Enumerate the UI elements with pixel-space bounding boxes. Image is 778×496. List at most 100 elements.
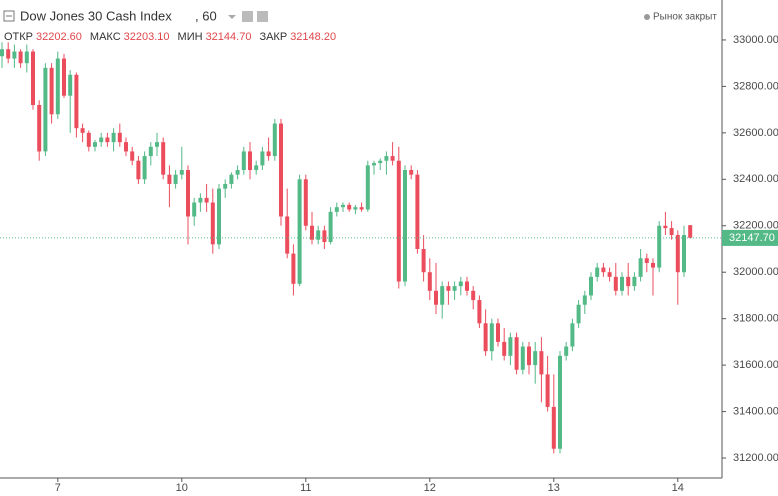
- last-price-label: 32147.70: [729, 232, 775, 244]
- market-status: Рынок закрыт: [653, 12, 717, 23]
- candle-body: [502, 341, 507, 356]
- candle-body: [564, 346, 569, 356]
- candle-body: [229, 174, 234, 184]
- symbol-title: Dow Jones 30 Cash Index: [20, 8, 172, 23]
- candle-body: [576, 304, 581, 324]
- candle-body: [173, 174, 178, 184]
- candle-body: [316, 230, 321, 240]
- candle-body: [31, 51, 35, 105]
- candle-body: [254, 165, 259, 171]
- candle-body: [223, 183, 228, 189]
- candle-body: [248, 151, 252, 171]
- candle-body: [136, 160, 141, 180]
- settings-button[interactable]: [242, 11, 253, 22]
- candle-body: [80, 128, 85, 133]
- candle-body: [682, 235, 686, 273]
- ohlc-value: 32202.60: [36, 31, 82, 43]
- candle-body: [489, 323, 494, 352]
- candle-body: [279, 123, 283, 217]
- candle-body: [179, 170, 184, 175]
- candle-body: [334, 207, 339, 212]
- candle-body: [533, 351, 538, 366]
- candle-body: [440, 286, 445, 305]
- ohlc-value: 32148.20: [290, 31, 336, 43]
- candle-body: [68, 74, 73, 96]
- candle-body: [527, 346, 531, 366]
- x-tick-label: 13: [548, 482, 560, 494]
- candle-body: [341, 204, 345, 208]
- candle-body: [303, 179, 308, 226]
- candle-body: [545, 374, 550, 407]
- candle-body: [291, 253, 296, 284]
- candle-body: [93, 142, 97, 147]
- candle-body: [372, 163, 376, 166]
- candle-body: [310, 225, 314, 240]
- candle-body: [6, 49, 11, 59]
- x-tick-label: 14: [672, 482, 684, 494]
- last-price-box: [722, 229, 778, 246]
- candle-body: [452, 286, 457, 291]
- x-tick-label: 12: [424, 482, 436, 494]
- candle-body: [74, 74, 79, 129]
- candle-body: [328, 211, 333, 243]
- candle-body: [465, 281, 469, 291]
- candle-body: [496, 323, 500, 342]
- candle-body: [620, 276, 624, 291]
- candle-body: [651, 262, 655, 268]
- candle-body: [204, 197, 209, 203]
- candle-body: [384, 156, 389, 161]
- candle-body: [613, 276, 618, 291]
- candle-body: [409, 170, 414, 175]
- candle-body: [415, 174, 420, 249]
- ohlc-label: МАКС: [90, 31, 121, 43]
- status-dot: [644, 14, 650, 20]
- candle-body: [638, 258, 643, 277]
- candle-body: [446, 286, 451, 291]
- y-tick-label: 31600.00: [733, 359, 778, 371]
- candle-body: [161, 142, 166, 175]
- y-tick-label: 32600.00: [733, 127, 778, 139]
- candle-body: [260, 151, 265, 166]
- candle-body: [297, 179, 302, 284]
- interval-dropdown[interactable]: [228, 15, 236, 19]
- candle-body: [688, 225, 693, 238]
- candle-body: [43, 67, 48, 152]
- y-tick-label: 32200.00: [733, 220, 778, 232]
- candle-body: [192, 202, 197, 217]
- candle-body: [353, 207, 358, 210]
- candle-body: [477, 300, 482, 324]
- candle-body: [471, 290, 476, 301]
- candle-body: [155, 142, 159, 147]
- candle-body: [86, 132, 91, 147]
- x-tick-label: 10: [176, 482, 188, 494]
- candle-body: [508, 337, 513, 356]
- candle-body: [49, 67, 54, 115]
- candle-body: [421, 248, 426, 273]
- hide-button[interactable]: [257, 11, 268, 22]
- collapse-icon[interactable]: [3, 10, 15, 22]
- candle-body: [198, 197, 203, 203]
- y-tick-label: 32400.00: [733, 173, 778, 185]
- y-tick-label: 32800.00: [733, 80, 778, 92]
- candle-body: [669, 228, 674, 236]
- candle-body: [347, 204, 352, 210]
- candle-body: [434, 290, 438, 305]
- candle-body: [55, 58, 60, 115]
- candle-body: [514, 337, 519, 370]
- candle-body: [551, 406, 556, 449]
- candle-body: [266, 151, 271, 157]
- candle-body: [365, 165, 370, 210]
- candle-body: [582, 295, 587, 305]
- candle-body: [601, 267, 606, 273]
- candle-body: [458, 281, 463, 287]
- y-tick-label: 31200.00: [733, 452, 778, 464]
- candle-body: [186, 170, 190, 217]
- candle-body: [285, 216, 290, 254]
- candle-body: [148, 146, 153, 157]
- candle-body: [663, 225, 668, 229]
- candle-body: [111, 132, 116, 143]
- candle-body: [403, 170, 407, 282]
- candle-body: [18, 51, 23, 64]
